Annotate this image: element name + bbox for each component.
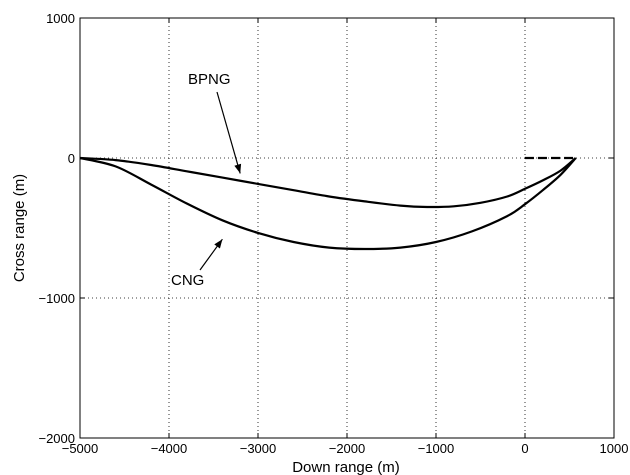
grid-lines [80, 18, 614, 438]
annotation-bpng-arrow-head [234, 163, 242, 174]
x-tick-label: −3000 [240, 441, 277, 456]
y-tick-label: 0 [68, 151, 75, 166]
annotation-cng: CNG [171, 272, 204, 289]
x-tick-label: −2000 [329, 441, 366, 456]
annotation-cng-arrow-head [214, 239, 223, 249]
tick-group: −5000 −4000 −3000 −2000 −1000 0 1000 1000 0 −1000… [38, 11, 628, 456]
y-tick-label: −1000 [38, 291, 75, 306]
x-tick-label: 0 [521, 441, 528, 456]
y-axis-label: Cross range (m) [11, 174, 28, 282]
y-tick-label: 1000 [46, 11, 75, 26]
annotation-bpng: BPNG [188, 71, 231, 88]
x-axis-label: Down range (m) [292, 459, 400, 475]
y-tick-label: −2000 [38, 431, 75, 446]
x-tick-label: −4000 [151, 441, 188, 456]
annotation-bpng-arrow [216, 91, 241, 174]
series-group [79, 156, 577, 251]
series-line-bpng [79, 156, 577, 209]
series-line-cng [79, 156, 577, 251]
x-tick-label: −5000 [62, 441, 99, 456]
x-tick-label: 1000 [600, 441, 629, 456]
x-tick-label: −1000 [418, 441, 455, 456]
annotation-group: BPNG CNG [171, 71, 242, 289]
